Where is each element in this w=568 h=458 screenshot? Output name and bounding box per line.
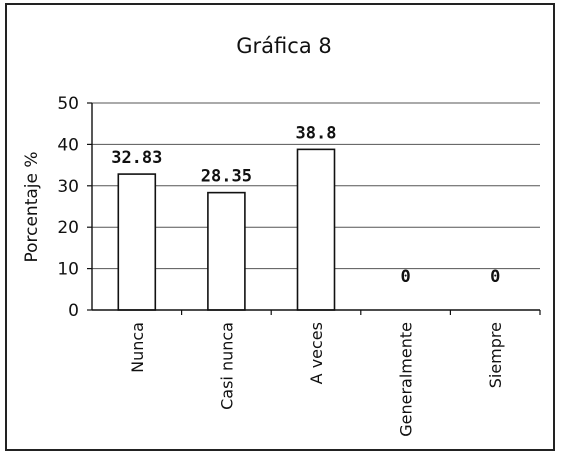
data-label: 0: [400, 267, 410, 287]
x-tick-label: Generalmente: [397, 322, 416, 437]
chart-title: Gráfica 8: [236, 34, 332, 58]
y-tick-label: 0: [68, 301, 79, 321]
bar-casi-nunca: [207, 191, 246, 311]
data-label: 0: [490, 267, 500, 287]
y-tick-label: 20: [57, 218, 79, 238]
x-tick-label: Siempre: [486, 322, 505, 388]
y-tick-label: 40: [57, 135, 79, 155]
x-tick-label: A veces: [307, 322, 326, 384]
x-tick-label: Nunca: [128, 322, 147, 373]
y-axis-label: Porcentaje %: [22, 151, 42, 262]
y-tick-label: 50: [57, 94, 79, 114]
data-label: 38.8: [296, 123, 337, 143]
bar-a-veces: [296, 148, 336, 311]
y-tick-label: 10: [57, 260, 79, 280]
data-label: 28.35: [201, 167, 252, 187]
bars: [117, 148, 336, 311]
x-tick-label: Casi nunca: [217, 322, 236, 410]
data-label: 32.83: [111, 148, 162, 168]
bar-nunca: [117, 173, 157, 311]
labels: 0 10 20 30 40 50 32.83 Nunca 28.35 Casi nunca 38.8…: [57, 94, 505, 437]
axes: [87, 102, 541, 315]
y-tick-label: 30: [57, 177, 79, 197]
